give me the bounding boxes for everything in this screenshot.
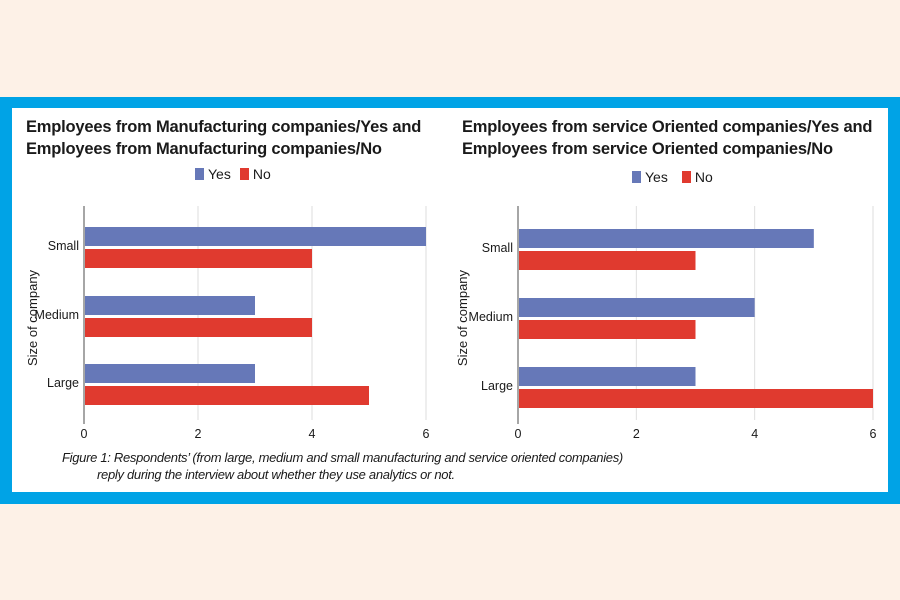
bar-no-small [519, 251, 696, 270]
bar-yes-large [85, 364, 255, 383]
x-tick-label: 2 [633, 427, 640, 441]
chart-2-title-line-1: Employees from service Oriented companie… [462, 118, 873, 136]
legend-no-label: No [694, 169, 713, 185]
figure-caption: Figure 1: Respondents’ (from large, medi… [62, 449, 623, 483]
legend-no-swatch [681, 171, 691, 183]
x-tick-label: 0 [515, 427, 522, 441]
legend-yes-swatch [632, 171, 641, 183]
caption-line-1: Figure 1: Respondents’ (from large, medi… [62, 450, 623, 465]
chart-1-legend: Yes No [195, 166, 280, 182]
bar-no-large [519, 389, 873, 408]
x-tick-label: 6 [423, 427, 430, 441]
caption-line-2: reply during the interview about whether… [97, 467, 455, 482]
x-tick-label: 0 [81, 427, 88, 441]
legend-yes-label: Yes [208, 166, 231, 182]
x-tick-label: 6 [870, 427, 877, 441]
bar-yes-large [519, 367, 696, 386]
chart-1-title-line-2: Employees from Manufacturing companies/N… [26, 140, 382, 158]
chart-2-title: Employees from service Oriented companie… [462, 116, 872, 160]
legend-no-swatch [239, 168, 249, 180]
category-label: Large [481, 379, 513, 393]
category-label: Small [48, 239, 79, 253]
chart-2-title-line-2: Employees from service Oriented companie… [462, 140, 833, 158]
legend-yes-label: Yes [645, 169, 668, 185]
x-tick-label: 4 [751, 427, 758, 441]
category-label: Small [482, 241, 513, 255]
x-tick-label: 2 [195, 427, 202, 441]
legend-no-label: No [252, 166, 271, 182]
bar-no-small [85, 249, 312, 268]
category-label: Medium [35, 308, 79, 322]
bar-no-medium [519, 320, 696, 339]
chart-1-title-line-1: Employees from Manufacturing companies/Y… [26, 118, 422, 136]
bar-yes-medium [519, 298, 755, 317]
bar-yes-small [519, 229, 814, 248]
chart-1-title: Employees from Manufacturing companies/Y… [26, 116, 421, 160]
y-axis-label: Size of company [455, 269, 470, 366]
bar-yes-small [85, 227, 426, 246]
category-label: Medium [469, 310, 513, 324]
category-label: Large [47, 376, 79, 390]
bar-yes-medium [85, 296, 255, 315]
legend-yes-swatch [195, 168, 204, 180]
chart-2-legend: Yes No [632, 169, 722, 185]
x-tick-label: 4 [309, 427, 316, 441]
bar-no-medium [85, 318, 312, 337]
y-axis-label: Size of company [25, 269, 40, 366]
bar-no-large [85, 386, 369, 405]
